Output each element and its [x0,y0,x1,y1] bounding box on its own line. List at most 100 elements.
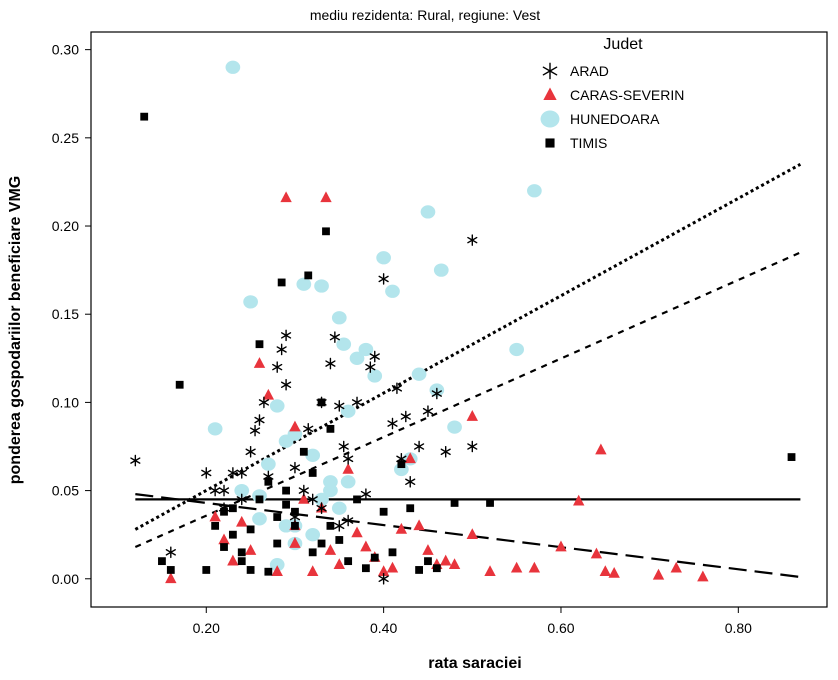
point-timis [415,566,423,574]
asterisk-ray [285,381,292,386]
asterisk-ray [223,507,230,512]
asterisk-ray [201,469,207,474]
point-caras-severin [448,558,461,569]
asterisk-ray [236,469,243,474]
point-arad [343,453,354,465]
point-timis [273,539,282,548]
asterisk-ray [467,236,474,241]
point-timis [304,271,313,280]
asterisk-ray [294,466,301,471]
point-timis [370,553,379,562]
asterisk-ray [471,239,478,244]
asterisk-ray [391,385,398,389]
legend-label-caras-severin: CARAS-SEVERIN [570,87,684,103]
point-arad [280,329,292,342]
asterisk-ray [320,507,327,512]
asterisk-ray [311,496,318,501]
asterisk-ray [329,336,336,341]
asterisk-ray [303,425,309,430]
asterisk-ray [347,455,354,460]
y-tick-label: 0.15 [52,306,79,322]
y-tick-label: 0.05 [52,483,79,499]
point-caras-severin [236,515,248,527]
asterisk-ray [378,578,385,583]
asterisk-ray [427,407,434,412]
point-caras-severin [413,519,425,531]
asterisk-ray [249,427,256,432]
asterisk-ray [134,459,141,464]
point-arad [369,350,380,363]
point-caras-severin [599,565,612,577]
point-timis [379,507,388,516]
asterisk-ray [263,473,270,478]
asterisk-ray [218,507,225,512]
asterisk-ray [267,473,274,478]
point-timis [787,453,796,461]
asterisk-ray [387,422,394,427]
point-timis [273,513,282,521]
point-arad [343,514,354,527]
asterisk-ray [205,472,212,477]
asterisk-ray [218,489,225,494]
asterisk-ray [289,513,296,518]
asterisk-ray [170,549,176,554]
point-arad [387,417,398,430]
asterisk-ray [405,481,411,486]
point-hunedoara [336,337,352,351]
asterisk-ray [396,385,403,389]
asterisk-ray [338,525,345,530]
point-timis [202,566,211,574]
asterisk-ray [467,445,474,450]
point-caras-severin [590,547,603,559]
point-arad [263,470,274,483]
asterisk-ray [165,549,172,554]
point-timis [246,566,255,574]
point-timis [140,112,149,121]
chart-subtitle: mediu rezidenta: Rural, regiune: Vest [310,7,540,23]
asterisk-ray [280,332,287,337]
point-timis [388,548,397,557]
asterisk-ray [320,399,327,404]
point-timis [424,557,432,566]
point-caras-severin [289,537,301,548]
point-timis [299,447,308,456]
point-timis [264,567,273,576]
asterisk-ray [422,410,429,415]
legend-title: Judet [603,36,643,53]
asterisk-ray [303,428,309,433]
point-arad [236,493,247,506]
asterisk-ray [307,496,314,501]
asterisk-ray [280,334,287,339]
y-tick-label: 0.30 [52,42,79,58]
asterisk-ray [232,469,238,474]
asterisk-ray [316,507,323,512]
point-hunedoara [305,528,321,542]
asterisk-ray [347,519,354,524]
point-arad [338,440,349,453]
point-caras-severin [227,554,239,566]
point-caras-severin [697,570,709,582]
asterisk-ray [343,519,349,524]
asterisk-ray [436,390,442,395]
asterisk-ray [369,353,376,358]
asterisk-ray [409,481,416,486]
asterisk-ray [378,278,385,283]
asterisk-ray [258,419,265,424]
x-tick-label: 0.20 [193,620,220,636]
asterisk-ray [396,455,403,460]
asterisk-ray [249,448,256,453]
asterisk-ray [298,489,305,494]
data-points [130,60,796,585]
asterisk-ray [549,66,558,72]
asterisk-ray [378,575,385,580]
point-timis [282,500,290,509]
point-hunedoara [331,501,347,515]
point-caras-severin [608,567,620,578]
asterisk-ray [303,487,309,492]
asterisk-ray [227,472,234,477]
y-tick-label: 0.20 [52,218,79,234]
asterisk-ray [245,451,252,456]
point-timis [353,495,361,504]
asterisk-ray [440,448,447,453]
asterisk-ray [236,498,243,503]
